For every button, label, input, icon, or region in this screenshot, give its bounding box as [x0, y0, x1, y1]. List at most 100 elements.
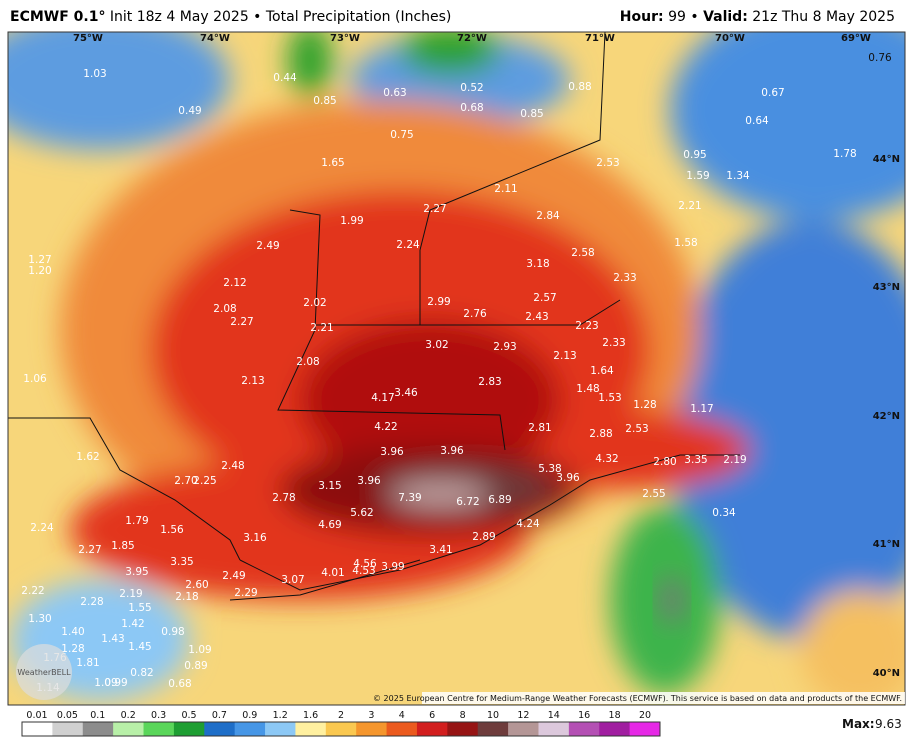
- colorbar-label: 20: [639, 710, 651, 721]
- point-value: 1.20: [28, 265, 51, 277]
- point-value: 2.99: [427, 296, 450, 308]
- point-value: 2.22: [21, 585, 44, 597]
- colorbar-label: 0.9: [242, 710, 257, 721]
- point-value: 2.48: [221, 460, 244, 472]
- point-value: 2.78: [272, 492, 295, 504]
- point-value: 3.16: [243, 532, 267, 544]
- point-value: 1.45: [128, 641, 151, 653]
- point-value: 2.76: [463, 308, 487, 320]
- point-value: 6.89: [488, 494, 511, 506]
- point-value: 3.96: [556, 472, 580, 484]
- point-value: 3.95: [125, 566, 148, 578]
- colorbar-label: 1.6: [303, 710, 318, 721]
- point-value: 3.07: [281, 574, 304, 586]
- colorbar-label: 0.05: [57, 710, 78, 721]
- point-value: 3.96: [357, 475, 381, 487]
- point-value: 1.06: [23, 373, 47, 385]
- point-value: 2.24: [30, 522, 54, 534]
- point-value: 1.59: [686, 170, 709, 182]
- latitude-label: 44°N: [873, 154, 900, 165]
- longitude-label: 71°W: [585, 33, 615, 44]
- colorbar-label: 0.1: [90, 710, 105, 721]
- point-value: 1.09: [94, 677, 117, 689]
- point-value: 4.69: [318, 519, 341, 531]
- colorbar-swatch: [599, 722, 631, 736]
- point-value: 1.42: [121, 618, 144, 630]
- point-value: 1.28: [61, 643, 84, 655]
- point-value: 2.53: [596, 157, 619, 169]
- point-value: 2.19: [723, 454, 746, 466]
- point-value: 2.08: [296, 356, 319, 368]
- point-value: 1.03: [83, 68, 106, 80]
- colorbar-label: 1.2: [273, 710, 288, 721]
- colorbar-swatch: [234, 722, 266, 736]
- latitude-label: 43°N: [873, 282, 900, 293]
- point-value: 3.46: [394, 387, 418, 399]
- colorbar-label: 14: [548, 710, 560, 721]
- point-value: 2.21: [678, 200, 701, 212]
- header-left: ECMWF 0.1° Init 18z 4 May 2025 • Total P…: [10, 9, 451, 25]
- colorbar-swatch: [356, 722, 388, 736]
- point-value: 2.12: [223, 277, 246, 289]
- point-value: 2.27: [78, 544, 101, 556]
- point-value: 4.53: [352, 565, 375, 577]
- latitude-label: 41°N: [873, 539, 900, 550]
- point-value: 1.64: [590, 365, 614, 377]
- point-value: 0.67: [761, 87, 784, 99]
- latitude-label: 40°N: [873, 668, 900, 679]
- point-value: 1.34: [726, 170, 750, 182]
- point-value: 0.98: [161, 626, 184, 638]
- colorbar-label: 0.2: [121, 710, 136, 721]
- point-value: 3.41: [429, 544, 452, 556]
- colorbar-swatch: [113, 722, 145, 736]
- point-value: 4.32: [595, 453, 618, 465]
- point-value: 3.96: [380, 446, 404, 458]
- point-value: 2.83: [478, 376, 501, 388]
- separator: •: [690, 9, 699, 25]
- colorbar-label: 0.5: [181, 710, 196, 721]
- colorbar-swatch: [52, 722, 84, 736]
- colorbar-label: 4: [399, 710, 405, 721]
- point-value: 0.75: [390, 129, 413, 141]
- point-value: 0.89: [184, 660, 207, 672]
- logo-badge: [16, 644, 72, 700]
- point-value: 2.49: [222, 570, 245, 582]
- point-value: 6.72: [456, 496, 479, 508]
- valid: 21z Thu 8 May 2025: [752, 9, 895, 25]
- point-value: 2.57: [533, 292, 556, 304]
- point-value: 2.25: [193, 475, 216, 487]
- point-value: 3.96: [440, 445, 464, 457]
- colorbar-swatch: [143, 722, 175, 736]
- colorbar-swatch: [629, 722, 661, 736]
- colorbar-frame: [21, 721, 661, 737]
- point-value: 2.49: [256, 240, 279, 252]
- longitude-label: 70°W: [715, 33, 745, 44]
- point-value: 2.11: [494, 183, 517, 195]
- colorbar-swatch: [22, 722, 53, 736]
- point-value: 2.55: [642, 488, 665, 500]
- point-value: 1.62: [76, 451, 99, 463]
- longitude-label: 69°W: [841, 33, 871, 44]
- point-value: 2.18: [175, 591, 198, 603]
- point-value: 2.13: [241, 375, 264, 387]
- point-value: 2.33: [613, 272, 636, 284]
- colorbar-swatch: [295, 722, 327, 736]
- copyright: © 2025 European Centre for Medium-Range …: [373, 694, 902, 703]
- point-value: 1.17: [690, 403, 713, 415]
- colorbar-swatch: [82, 722, 114, 736]
- point-value: 4.01: [321, 567, 344, 579]
- point-value: 4.17: [371, 392, 394, 404]
- point-value: 2.89: [472, 531, 495, 543]
- longitude-label: 73°W: [330, 33, 360, 44]
- point-value: 0.99: [104, 677, 127, 689]
- point-value: 5.62: [350, 507, 373, 519]
- header: ECMWF 0.1° Init 18z 4 May 2025 • Total P…: [0, 0, 913, 32]
- point-value: 1.65: [321, 157, 344, 169]
- point-value: 0.52: [460, 82, 483, 94]
- point-value: 2.24: [396, 239, 420, 251]
- colorbar-label: 0.01: [26, 710, 47, 721]
- point-value: 1.81: [76, 657, 99, 669]
- point-value: 2.29: [234, 587, 257, 599]
